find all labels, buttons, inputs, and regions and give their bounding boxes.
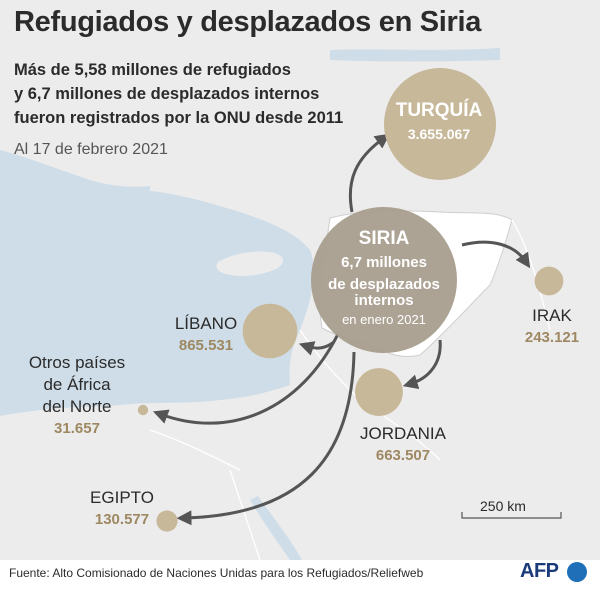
circle-egipto xyxy=(156,510,178,532)
country-name: IRAK xyxy=(532,306,572,325)
syria-date: en enero 2021 xyxy=(342,312,426,327)
subtitle-line: y 6,7 millones de desplazados internos xyxy=(14,85,320,103)
arrow-to-egipto xyxy=(176,351,356,526)
refugee-count: 31.657 xyxy=(54,420,100,437)
label-africa-norte: Otros países de África del Norte 31.657 xyxy=(18,352,136,440)
source-note: Fuente: Alto Comisionado de Naciones Uni… xyxy=(9,566,424,580)
borders xyxy=(149,219,551,561)
scale-bar xyxy=(461,512,562,519)
country-name: LÍBANO xyxy=(174,314,238,333)
subtitle-line: fueron registrados por la ONU desde 2011 xyxy=(14,109,344,127)
arrow-to-turquia xyxy=(348,133,391,213)
arrow-to-irak xyxy=(461,240,531,269)
subtitle-line: Más de 5,58 millones de refugiados xyxy=(14,61,291,79)
country-name: EGIPTO xyxy=(90,488,154,507)
red-sea xyxy=(250,496,302,560)
scale-label: 250 km xyxy=(480,498,526,514)
region-name: de África xyxy=(43,375,111,394)
refugee-count: 3.655.067 xyxy=(407,126,471,142)
circle-africa xyxy=(137,404,149,416)
destination-circles xyxy=(137,68,564,532)
label-libano: LÍBANO 865.531 xyxy=(166,314,246,354)
refugee-count: 865.531 xyxy=(178,337,234,354)
circle-turquia xyxy=(384,68,496,180)
circle-jordania xyxy=(355,368,403,416)
label-turquia: TURQUÍA 3.655.067 xyxy=(384,100,494,142)
syria-text: de desplazados xyxy=(328,276,440,293)
sea xyxy=(0,175,314,416)
label-jordania: JORDANIA 663.507 xyxy=(348,424,458,464)
circle-libano xyxy=(242,303,298,359)
label-irak: IRAK 243.121 xyxy=(512,306,592,346)
arrow-to-africa xyxy=(152,333,340,425)
syria-circle xyxy=(311,207,457,353)
country-name: TURQUÍA xyxy=(395,100,483,121)
circle-irak xyxy=(534,266,564,296)
country-name: SIRIA xyxy=(358,228,410,249)
label-siria: SIRIA 6,7 millones de desplazados intern… xyxy=(324,228,444,327)
black-sea xyxy=(330,48,500,62)
refugee-count: 243.121 xyxy=(524,329,580,346)
region-name: Otros países xyxy=(28,353,126,372)
country-name: JORDANIA xyxy=(360,424,446,443)
date-note: Al 17 de febrero 2021 xyxy=(14,141,168,158)
arrow-to-jordania xyxy=(402,339,442,390)
region-name: del Norte xyxy=(42,397,112,416)
cyprus xyxy=(216,251,284,276)
aegean-sea xyxy=(0,150,150,202)
refugee-count: 663.507 xyxy=(375,447,431,464)
syria-figure: 6,7 millones xyxy=(341,254,427,271)
refugee-count: 130.577 xyxy=(94,511,150,528)
page-title: Refugiados y desplazados en Siria xyxy=(14,6,482,38)
syria-text: internos xyxy=(354,292,414,309)
afp-logo-dot xyxy=(567,562,587,582)
label-egipto: EGIPTO 130.577 xyxy=(72,488,172,528)
afp-logo-text: AFP xyxy=(520,560,559,582)
subtitle: Más de 5,58 millones de refugiados y 6,7… xyxy=(14,58,343,130)
